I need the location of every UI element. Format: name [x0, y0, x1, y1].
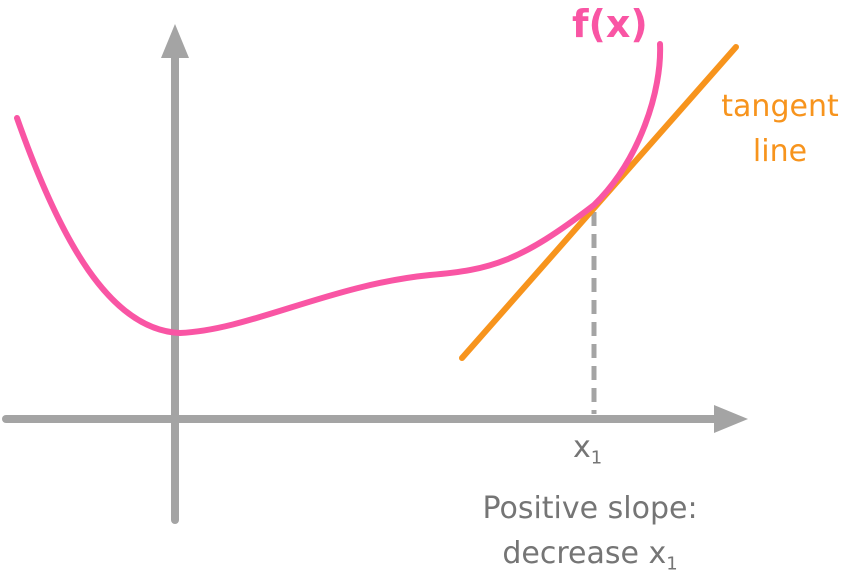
slope-caption-subscript: 1: [666, 553, 678, 575]
tangent-label-line-1: tangent: [721, 89, 839, 124]
tangent-line-label: tangent line: [710, 84, 844, 174]
tangent-label-line-2: line: [752, 134, 808, 169]
slope-caption-line-1: Positive slope:: [482, 491, 698, 526]
slope-caption-line-2: decrease x1: [440, 531, 740, 576]
slope-caption-text: decrease x: [502, 536, 667, 571]
slope-caption: Positive slope: decrease x1: [440, 486, 740, 576]
x1-label-subscript: 1: [590, 447, 603, 469]
x1-label: x1: [573, 430, 602, 467]
y-axis-arrowhead: [161, 24, 189, 58]
x-axis-arrowhead: [714, 405, 748, 433]
function-curve: [14, 41, 664, 337]
x1-label-x: x: [573, 430, 591, 465]
function-label: f(x): [572, 2, 648, 46]
